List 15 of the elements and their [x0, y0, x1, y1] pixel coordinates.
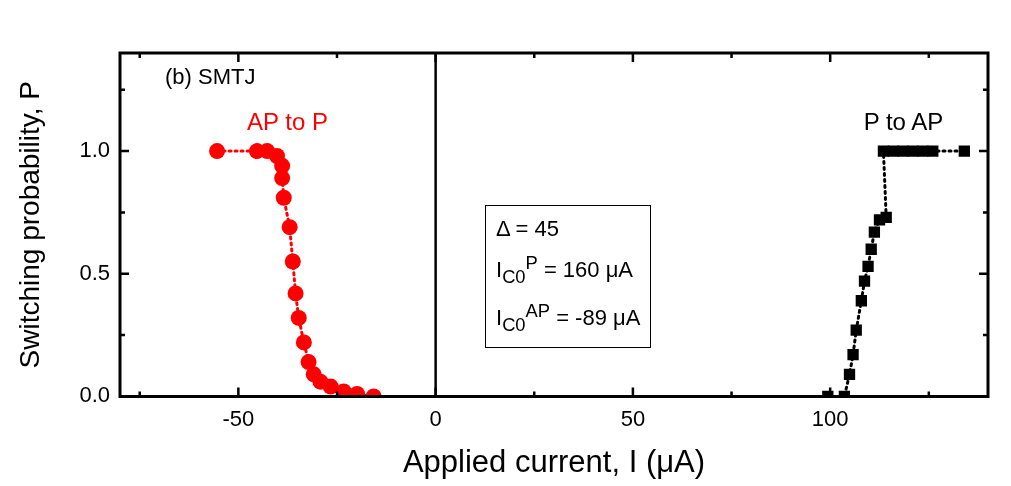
- x-tick-label: 50: [620, 405, 646, 431]
- x-tick-label: 0: [429, 405, 442, 431]
- annotation: I$_{C0}$$^{AP}$ = -89 μA: [496, 298, 641, 337]
- annotation: (b) SMTJ: [165, 64, 256, 90]
- x-axis-title: Applied current, I (μA): [402, 443, 706, 479]
- y-tick-label: 1.0: [79, 137, 110, 163]
- series-label: P to AP: [863, 107, 944, 135]
- x-tick-label: 100: [811, 405, 849, 431]
- x-tick-label: -50: [222, 405, 255, 431]
- y-axis-title: Switching probability, P: [13, 81, 45, 369]
- series-label: AP to P: [247, 107, 329, 135]
- y-tick-label: 0.0: [79, 382, 110, 408]
- annotation: I$_{C0}$$^{P}$ = 160 μA: [496, 251, 635, 289]
- y-tick-label: 0.5: [79, 259, 110, 285]
- annotation: Δ = 45: [496, 215, 561, 243]
